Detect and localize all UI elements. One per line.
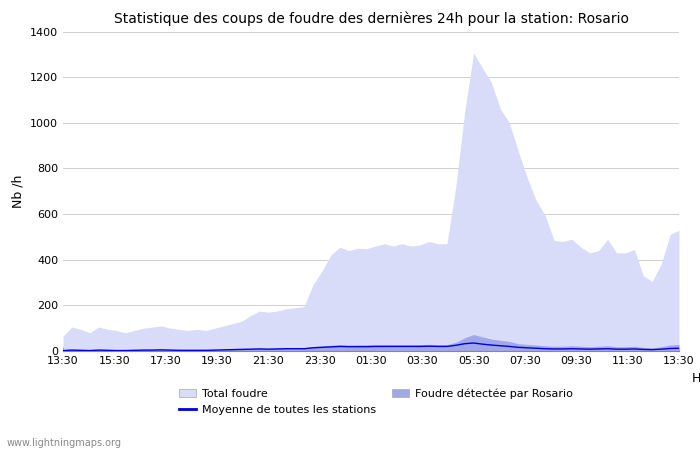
Y-axis label: Nb /h: Nb /h: [11, 175, 25, 208]
Legend: Total foudre, Moyenne de toutes les stations, Foudre détectée par Rosario: Total foudre, Moyenne de toutes les stat…: [179, 388, 573, 414]
Title: Statistique des coups de foudre des dernières 24h pour la station: Rosario: Statistique des coups de foudre des dern…: [113, 12, 629, 26]
Text: Heure: Heure: [692, 372, 700, 385]
Text: www.lightningmaps.org: www.lightningmaps.org: [7, 438, 122, 448]
